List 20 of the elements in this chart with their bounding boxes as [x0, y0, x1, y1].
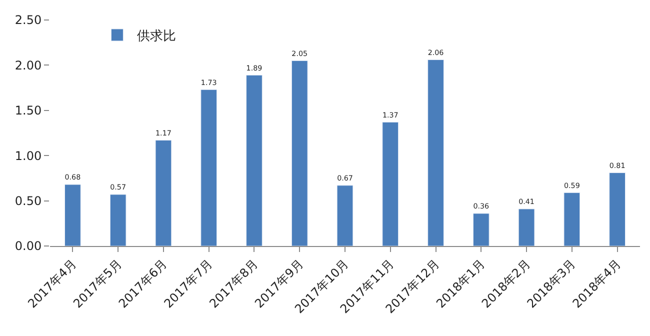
bar	[518, 208, 535, 246]
bar	[472, 213, 490, 246]
y-tick-label: 2.00	[14, 58, 42, 72]
y-tick-label: 0.50	[14, 194, 42, 208]
bar	[200, 89, 218, 246]
bar	[564, 192, 580, 246]
bar	[246, 74, 262, 246]
legend-label: 供求比	[137, 29, 176, 44]
bar	[336, 185, 354, 246]
bar	[110, 194, 126, 246]
y-tick-label: 0.00	[14, 239, 42, 254]
bar	[155, 140, 172, 246]
bar	[382, 122, 399, 246]
bar	[291, 60, 308, 246]
y-tick-label: 1.50	[14, 104, 42, 118]
bar	[609, 172, 626, 246]
bar	[428, 60, 444, 246]
bar	[64, 184, 81, 246]
y-tick-label: 2.50	[14, 13, 42, 28]
y-tick-label: 1.00	[14, 148, 42, 163]
